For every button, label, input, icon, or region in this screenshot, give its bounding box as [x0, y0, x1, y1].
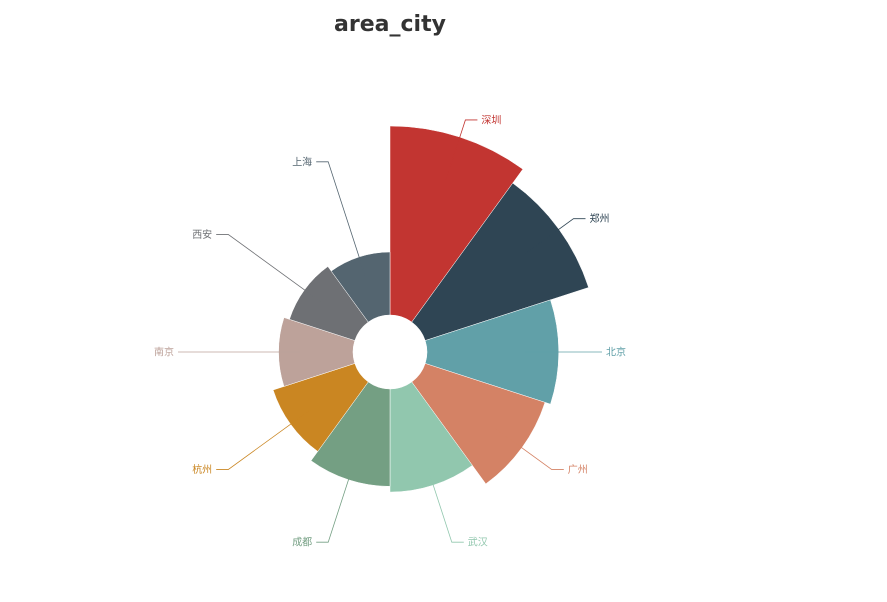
rose-slice-9[interactable] [330, 251, 391, 323]
rose-slice-8[interactable] [289, 266, 369, 341]
label-line-3 [495, 428, 564, 470]
slice-label-1: 郑州 [589, 212, 609, 225]
label-line-0 [445, 119, 478, 181]
slice-label-2: 北京 [606, 346, 626, 359]
rose-slice-6[interactable] [272, 363, 369, 452]
rose-slice-3[interactable] [411, 363, 546, 485]
rose-slice-2[interactable] [424, 299, 559, 405]
rose-slice-5[interactable] [310, 381, 391, 487]
rose-slice-0[interactable] [389, 125, 524, 323]
slice-label-4: 武汉 [468, 536, 488, 549]
chart-title: area_city [334, 12, 446, 37]
label-line-9 [316, 161, 366, 277]
slice-label-7: 南京 [154, 346, 174, 359]
label-line-8 [216, 234, 322, 303]
label-line-1 [524, 218, 586, 255]
rose-slice-4[interactable] [389, 381, 473, 493]
slice-label-6: 杭州 [192, 463, 212, 476]
rose-slice-7[interactable] [278, 317, 356, 387]
rose-slice-1[interactable] [411, 182, 589, 341]
label-line-5 [316, 454, 358, 543]
label-line-4 [424, 458, 464, 543]
slice-label-3: 广州 [568, 464, 588, 476]
label-line-6 [216, 409, 311, 470]
slice-label-9: 上海 [292, 155, 312, 168]
slice-label-5: 成都 [292, 537, 312, 549]
slice-label-0: 深圳 [481, 114, 501, 126]
rose-slices [272, 125, 589, 493]
slice-label-8: 西安 [192, 228, 212, 241]
